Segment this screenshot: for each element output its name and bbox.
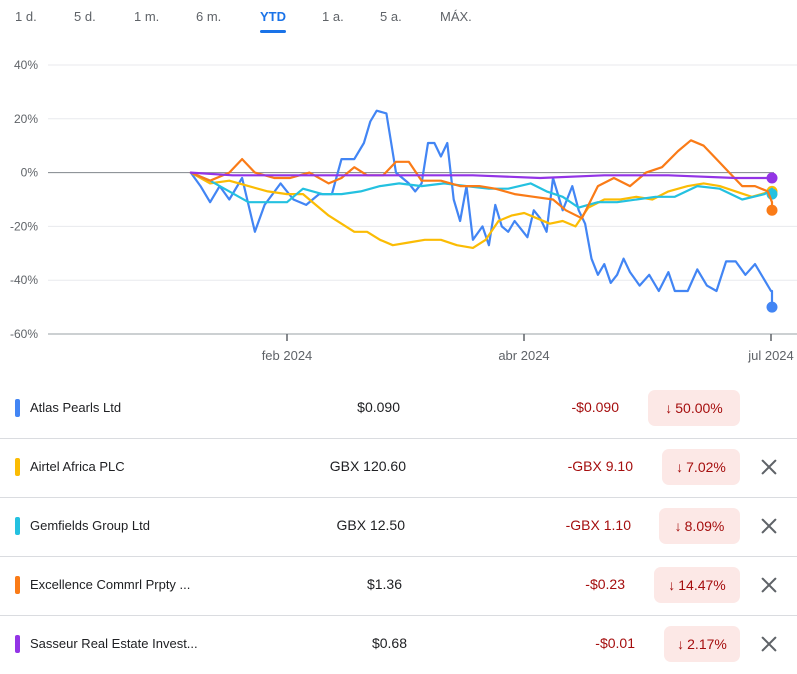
security-price: $1.36 [366, 576, 402, 592]
percent-change-badge: ↓ 50.00% [648, 390, 740, 426]
percent-change-value: 7.02% [686, 459, 726, 475]
tab-1d[interactable]: 1 d. [15, 9, 37, 24]
arrow-down-icon: ↓ [674, 518, 682, 534]
arrow-down-icon: ↓ [677, 636, 685, 652]
remove-comparison-close-icon[interactable] [757, 573, 781, 597]
series-line-1 [189, 171, 774, 249]
tab-ytd-label: YTD [260, 9, 286, 24]
list-item[interactable]: Excellence Commrl Prpty ... $1.36 -$0.23 ↓ 1… [0, 557, 797, 616]
y-tick-label: 40% [14, 58, 38, 72]
tab-1m[interactable]: 1 m. [134, 9, 160, 24]
row-divider [0, 497, 797, 498]
percent-change-value: 8.09% [684, 518, 725, 534]
series-color-swatch [15, 635, 20, 653]
range-tabs: 1 d. 5 d. 1 m. 6 m. YTD 1 a. 5 a. MÁX. [0, 0, 797, 36]
tab-max[interactable]: MÁX. [440, 9, 472, 24]
series-color-swatch [15, 399, 20, 417]
y-tick-label: -40% [10, 273, 38, 287]
list-item[interactable]: Sasseur Real Estate Invest... $0.68 -$0.01… [0, 616, 797, 674]
arrow-down-icon: ↓ [676, 459, 684, 475]
security-name: Excellence Commrl Prpty ... [30, 577, 191, 592]
price-change: -$0.01 [595, 635, 635, 651]
remove-comparison-close-icon[interactable] [757, 632, 781, 656]
performance-chart: 40% 20% 0% -20% -40% -60% feb 2024 abr 2024 jul … [10, 58, 797, 363]
percent-change-value: 2.17% [687, 636, 727, 652]
price-change: -$0.23 [585, 576, 625, 592]
security-name: Sasseur Real Estate Invest... [30, 636, 198, 651]
tab-5y[interactable]: 5 a. [380, 9, 402, 24]
percent-change-badge: ↓ 7.02% [662, 449, 740, 485]
price-change: -GBX 1.10 [565, 517, 631, 533]
security-price: $0.68 [371, 635, 407, 651]
series-color-swatch [15, 458, 20, 476]
y-tick-label: 0% [21, 166, 39, 180]
series-line-3 [189, 139, 774, 220]
series-end-dot-3 [766, 204, 778, 216]
y-tick-label: 20% [14, 112, 38, 126]
list-item[interactable]: Gemfields Group Ltd GBX 12.50 -GBX 1.10 ↓ 8.… [0, 498, 797, 557]
active-tab-indicator [260, 30, 286, 33]
row-divider [0, 438, 797, 439]
security-name: Atlas Pearls Ltd [30, 400, 122, 415]
security-name: Airtel Africa PLC [30, 459, 125, 474]
x-tick-label: feb 2024 [262, 348, 313, 363]
tab-5d[interactable]: 5 d. [74, 9, 96, 24]
security-price: GBX 120.60 [329, 458, 406, 474]
price-change: -GBX 9.10 [567, 458, 633, 474]
list-item[interactable]: Atlas Pearls Ltd $0.090 -$0.090 ↓ 50.00% [0, 380, 797, 439]
series-color-swatch [15, 576, 20, 594]
x-tick-label: jul 2024 [747, 348, 794, 363]
percent-change-badge: ↓ 14.47% [654, 567, 740, 603]
series-end-dot-0 [766, 301, 778, 313]
remove-comparison-close-icon[interactable] [757, 514, 781, 538]
percent-change-value: 50.00% [675, 400, 723, 416]
remove-comparison-close-icon[interactable] [757, 455, 781, 479]
series-line-0 [189, 109, 774, 309]
x-tick-label: abr 2024 [498, 348, 549, 363]
tab-ytd[interactable]: YTD [260, 9, 286, 33]
percent-change-badge: ↓ 8.09% [659, 508, 740, 544]
arrow-down-icon: ↓ [665, 400, 673, 416]
tab-6m[interactable]: 6 m. [196, 9, 222, 24]
list-item[interactable]: Airtel Africa PLC GBX 120.60 -GBX 9.10 ↓ 7.0… [0, 439, 797, 498]
y-tick-label: -20% [10, 219, 38, 233]
security-name: Gemfields Group Ltd [30, 518, 150, 533]
arrow-down-icon: ↓ [668, 577, 676, 593]
row-divider [0, 556, 797, 557]
series-line-4 [189, 171, 774, 180]
percent-change-badge: ↓ 2.17% [664, 626, 740, 662]
row-divider [0, 615, 797, 616]
tab-1y[interactable]: 1 a. [322, 9, 344, 24]
series-color-swatch [15, 517, 20, 535]
security-price: $0.090 [357, 399, 400, 415]
y-tick-label: -60% [10, 327, 38, 341]
price-change: -$0.090 [571, 399, 619, 415]
series-end-dot-4 [766, 172, 778, 184]
percent-change-value: 14.47% [678, 577, 726, 593]
security-price: GBX 12.50 [336, 517, 406, 533]
